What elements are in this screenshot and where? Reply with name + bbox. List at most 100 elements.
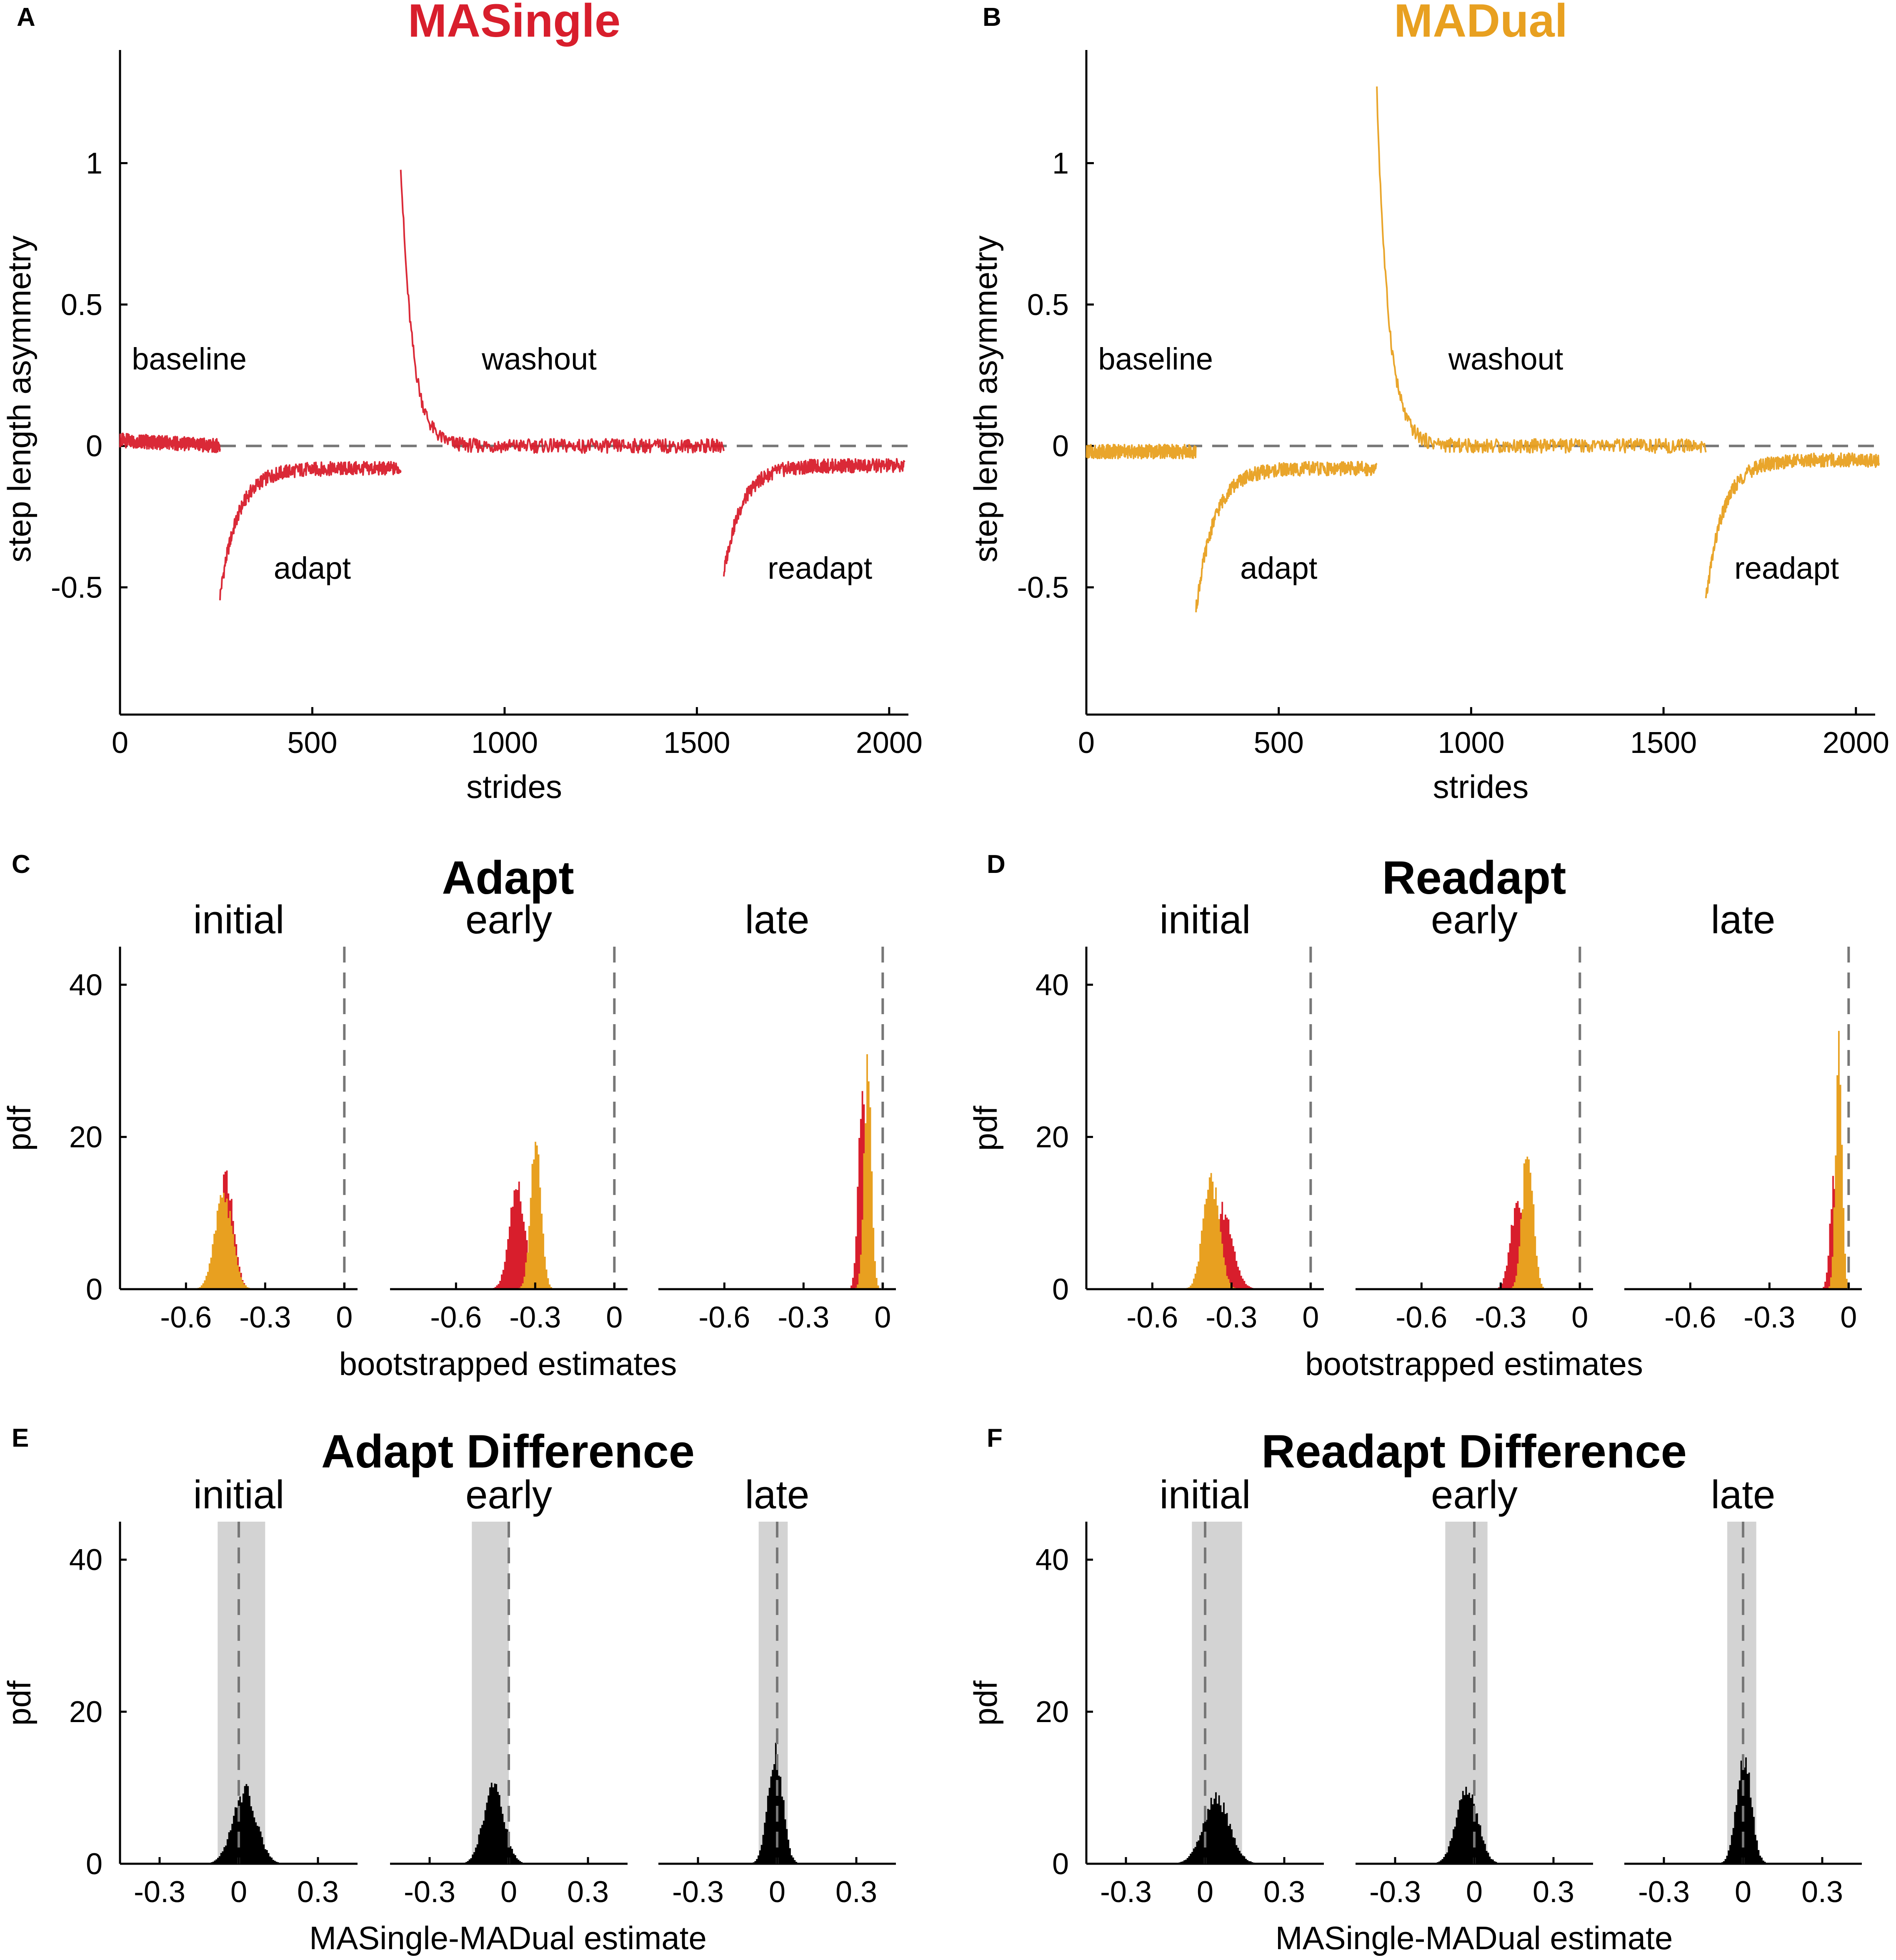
- x-tick-label: 0.3: [1263, 1875, 1305, 1909]
- subplot-late: [658, 947, 896, 1290]
- y-tick-label: 0: [1052, 1273, 1069, 1306]
- y-tick-label: 20: [69, 1695, 103, 1729]
- subplot-title-early: early: [465, 898, 552, 942]
- subplot-early: [390, 947, 628, 1290]
- x-tick-label: 0: [1571, 1301, 1588, 1334]
- annotation-readapt: readapt: [1734, 551, 1839, 585]
- subplot-title-initial: initial: [193, 898, 285, 942]
- y-tick-label: 40: [1036, 1543, 1069, 1577]
- y-tick-label: 1: [1052, 147, 1069, 180]
- subplot-initial: [119, 1522, 358, 1865]
- x-tick-label: -0.6: [1664, 1301, 1716, 1334]
- x-tick-label: 2000: [856, 726, 923, 760]
- panel-E: [119, 1522, 896, 1865]
- subplot-early: [390, 1522, 628, 1865]
- series-readapt: [1705, 452, 1880, 598]
- histogram-masingle: [1818, 1176, 1848, 1289]
- y-axis-label: pdf: [967, 1680, 1004, 1726]
- x-tick-label: -0.3: [1369, 1875, 1421, 1909]
- x-tick-label: 0.3: [1533, 1875, 1574, 1909]
- y-tick-label: 20: [1036, 1121, 1069, 1154]
- panel-title-A: MASingle: [408, 0, 620, 47]
- annotation-readapt: readapt: [768, 551, 872, 585]
- histogram-madual: [1506, 1156, 1549, 1289]
- x-tick-label: -0.6: [1126, 1301, 1178, 1334]
- panel-title-D: Readapt: [1382, 852, 1566, 904]
- x-tick-label: -0.6: [1396, 1301, 1447, 1334]
- y-tick-label: 0.5: [61, 288, 103, 322]
- series-adapt: [1195, 460, 1378, 612]
- annotation-baseline: baseline: [1098, 342, 1213, 376]
- x-tick-label: 0: [769, 1875, 785, 1909]
- histogram-madual: [1178, 1173, 1242, 1289]
- panel-title-C: Adapt: [442, 852, 574, 904]
- x-tick-label: 0.3: [567, 1875, 609, 1909]
- x-tick-label: -0.3: [1638, 1875, 1690, 1909]
- x-tick-label: 0: [1302, 1301, 1319, 1334]
- x-axis-label: strides: [466, 768, 562, 805]
- subplot-initial: [1085, 1522, 1324, 1865]
- series-readapt: [723, 458, 905, 577]
- x-tick-label: -0.3: [404, 1875, 455, 1909]
- x-tick-label: -0.3: [239, 1301, 291, 1334]
- subplot-title-late: late: [1711, 1472, 1776, 1517]
- panel-C: [119, 947, 896, 1290]
- x-tick-label: 0: [230, 1875, 247, 1909]
- y-tick-label: 0: [86, 430, 103, 463]
- y-axis-label: step length asymmetry: [1, 235, 38, 562]
- x-tick-label: 0: [1735, 1875, 1751, 1909]
- histogram-masingle: [1490, 1201, 1544, 1289]
- y-tick-label: 1: [86, 147, 103, 180]
- x-tick-label: 0: [1078, 726, 1095, 760]
- subplot-title-initial: initial: [1160, 898, 1251, 942]
- series-baseline: [119, 432, 221, 453]
- y-tick-label: 40: [69, 1543, 103, 1577]
- subplot-early: [1356, 1522, 1593, 1865]
- subplot-title-late: late: [745, 898, 810, 942]
- x-tick-label: -0.3: [134, 1875, 185, 1909]
- histogram-difference: [196, 1784, 292, 1864]
- subplot-title-initial: initial: [1160, 1472, 1251, 1517]
- y-tick-label: 0: [86, 1848, 103, 1881]
- x-tick-label: 0: [1197, 1875, 1213, 1909]
- panel-B: [1085, 50, 1880, 716]
- histogram-madual: [1825, 1031, 1851, 1289]
- panel-D: [1085, 947, 1862, 1290]
- panel-title-F: Readapt Difference: [1261, 1425, 1687, 1478]
- x-tick-label: 1500: [663, 726, 730, 760]
- panel-title-E: Adapt Difference: [321, 1425, 695, 1478]
- histogram-difference: [453, 1782, 534, 1864]
- y-tick-label: 20: [1036, 1695, 1069, 1729]
- subplot-initial: [119, 947, 358, 1290]
- y-tick-label: 40: [69, 968, 103, 1002]
- x-tick-label: -0.3: [672, 1875, 724, 1909]
- x-tick-label: 0: [874, 1301, 891, 1334]
- x-tick-label: 0: [112, 726, 128, 760]
- subplot-initial: [1085, 947, 1324, 1290]
- subplot-title-early: early: [465, 1472, 552, 1517]
- y-tick-label: 0: [86, 1273, 103, 1306]
- x-tick-label: -0.3: [1206, 1301, 1257, 1334]
- subplot-title-late: late: [1711, 898, 1776, 942]
- subplot-late: [1624, 947, 1862, 1290]
- histogram-madual: [188, 1192, 258, 1289]
- x-tick-label: 0: [1466, 1875, 1483, 1909]
- annotation-adapt: adapt: [1240, 551, 1318, 585]
- histogram-masingle: [845, 1091, 878, 1289]
- x-tick-label: -0.3: [509, 1301, 561, 1334]
- y-axis-label: pdf: [1, 1680, 38, 1726]
- x-axis-label: strides: [1433, 768, 1529, 805]
- x-tick-label: 500: [1254, 726, 1304, 760]
- y-axis-label: pdf: [1, 1105, 38, 1151]
- x-axis-label: MASingle-MADual estimate: [1276, 1920, 1673, 1956]
- histogram-difference: [1424, 1787, 1510, 1864]
- subplot-title-late: late: [745, 1472, 810, 1517]
- histogram-masingle: [485, 1181, 548, 1289]
- y-tick-label: 0.5: [1027, 288, 1069, 322]
- panel-title-B: MADual: [1394, 0, 1568, 47]
- subplot-early: [1356, 947, 1593, 1290]
- panel-letter-E: E: [12, 1424, 29, 1452]
- panel-letter-B: B: [983, 3, 1001, 32]
- x-tick-label: -0.3: [1475, 1301, 1526, 1334]
- y-tick-label: 40: [1036, 968, 1069, 1002]
